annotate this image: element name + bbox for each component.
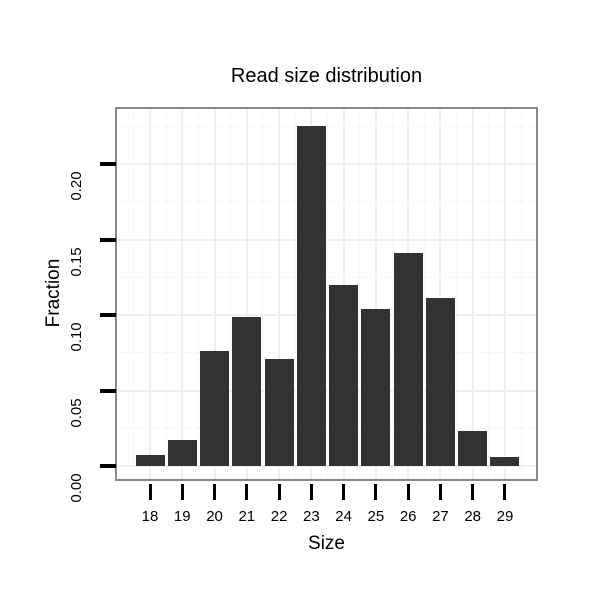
gridline-vertical-major: [374, 109, 377, 479]
bar-size-28: [458, 431, 488, 466]
gridline-vertical-minor: [423, 109, 425, 479]
bar-size-18: [135, 455, 165, 466]
x-tick-label: 19: [173, 508, 191, 525]
x-tick-label: 18: [141, 508, 159, 525]
gridline-horizontal-major: [117, 163, 536, 165]
gridline-horizontal-minor: [117, 125, 536, 127]
gridline-vertical-minor: [391, 109, 393, 479]
gridline-vertical-minor: [488, 109, 490, 479]
gridline-vertical-minor: [262, 109, 264, 479]
x-tick-mark: [213, 484, 217, 500]
x-tick-mark: [245, 484, 249, 500]
x-tick-mark: [406, 484, 410, 500]
gridline-vertical-minor: [456, 109, 458, 479]
bar-size-29: [490, 456, 520, 466]
plot-panel: [115, 107, 538, 481]
y-tick-mark: [100, 162, 116, 166]
x-tick-label: 20: [206, 508, 223, 525]
bar-size-21: [232, 316, 262, 466]
gridline-vertical-minor: [230, 109, 232, 479]
bar-size-19: [167, 440, 197, 466]
gridline-vertical-minor: [133, 109, 135, 479]
y-tick-mark: [100, 388, 116, 393]
gridline-vertical-minor: [165, 109, 167, 479]
y-axis-label: Fraction: [43, 258, 64, 328]
gridline-vertical-minor: [294, 109, 296, 479]
bar-size-27: [425, 298, 455, 466]
x-tick-mark: [438, 484, 442, 500]
x-tick-label: 29: [496, 508, 514, 525]
bar-size-23: [296, 126, 326, 466]
gridline-horizontal-major: [117, 389, 536, 392]
y-tick-label: 0.05: [68, 397, 85, 428]
gridline-vertical-major: [471, 109, 474, 479]
gridline-vertical-major: [149, 109, 151, 479]
x-tick-label: 23: [303, 508, 320, 525]
gridline-vertical-major: [439, 109, 442, 479]
gridline-horizontal-minor: [117, 276, 536, 278]
y-tick-label: 0.00: [68, 473, 85, 503]
gridline-vertical-minor: [520, 109, 522, 479]
x-tick-label: 21: [238, 508, 256, 525]
x-tick-label: 26: [399, 508, 417, 525]
gridline-vertical-major: [278, 109, 281, 479]
gridline-horizontal-minor: [117, 352, 536, 354]
gridline-vertical-minor: [197, 109, 199, 479]
x-tick-mark: [148, 484, 152, 500]
y-tick-mark: [100, 464, 116, 468]
gridline-horizontal-minor: [117, 201, 536, 203]
y-tick-label: 0.10: [68, 322, 85, 352]
x-tick-mark: [277, 484, 281, 500]
gridline-vertical-major: [245, 109, 248, 479]
x-tick-mark: [309, 484, 313, 500]
gridline-horizontal-major: [117, 314, 536, 316]
gridline-vertical-minor: [359, 109, 361, 479]
x-axis-label: Size: [308, 533, 345, 554]
y-tick-label: 0.20: [68, 171, 85, 201]
gridline-vertical-major: [213, 109, 216, 479]
x-tick-mark: [471, 484, 475, 500]
bar-size-20: [200, 351, 230, 466]
y-tick-mark: [100, 237, 116, 242]
gridline-horizontal-major: [117, 465, 536, 467]
gridline-vertical-major: [181, 109, 184, 479]
gridline-horizontal-minor: [117, 427, 536, 429]
bar-size-24: [329, 284, 359, 466]
bar-size-25: [361, 308, 391, 466]
gridline-vertical-minor: [326, 109, 328, 479]
x-tick-label: 25: [367, 508, 385, 525]
bar-size-22: [264, 358, 294, 466]
x-tick-label: 28: [464, 508, 482, 525]
y-tick-label: 0.15: [68, 246, 85, 277]
x-tick-label: 24: [335, 508, 352, 525]
gridline-vertical-major: [503, 109, 506, 479]
gridline-horizontal-major: [117, 238, 536, 241]
x-tick-label: 22: [270, 508, 288, 525]
x-tick-mark: [342, 484, 346, 500]
x-tick-label: 27: [432, 508, 449, 525]
x-tick-mark: [374, 484, 378, 500]
x-tick-mark: [503, 484, 507, 500]
chart-title: Read size distribution: [230, 65, 423, 87]
bar-size-26: [393, 253, 423, 466]
y-tick-mark: [100, 313, 116, 317]
x-tick-mark: [180, 484, 184, 500]
